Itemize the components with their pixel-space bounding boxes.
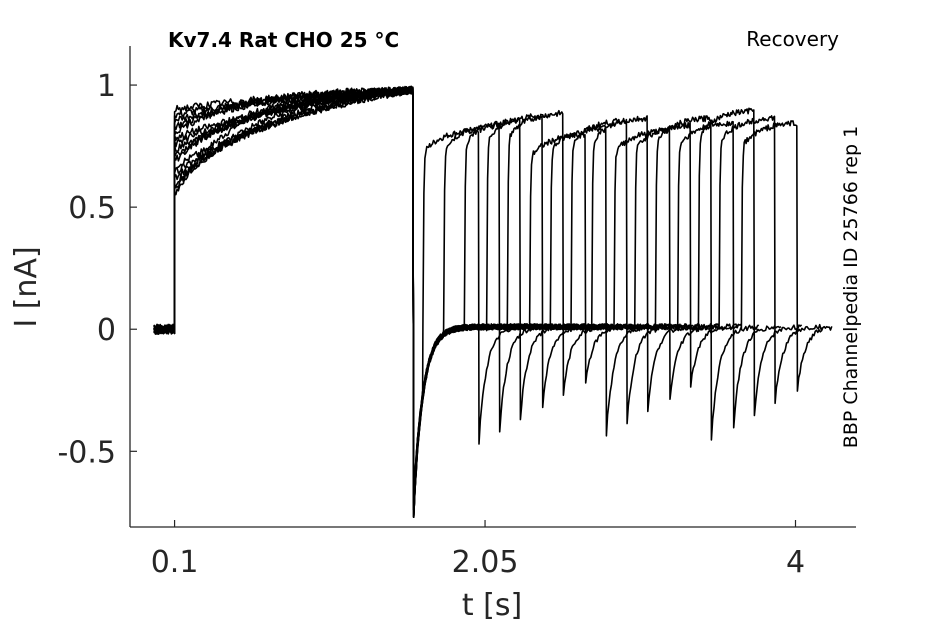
current-trace [153,86,833,519]
protocol-label: Recovery [746,27,839,51]
x-tick-label: 2.05 [452,545,519,580]
y-tick-label: -0.5 [57,435,116,470]
current-trace [153,85,568,504]
current-trace [153,87,782,519]
y-tick-label: 0.5 [68,191,116,226]
current-trace [153,86,591,519]
current-trace [153,86,655,519]
current-trace [153,86,634,504]
current-trace [153,85,760,504]
current-trace [153,86,611,511]
y-tick-label: 1 [97,69,116,104]
chart-title: Kv7.4 Rat CHO 25 °C [168,28,399,52]
source-label: BBP Channelpedia ID 25766 rep 1 [840,126,862,448]
current-traces [153,85,833,519]
x-axis-label: t [s] [462,588,522,623]
y-tick-label: 0 [97,313,116,348]
x-tick-label: 0.1 [151,545,199,580]
y-axis-ticks: -0.5 0 0.5 1 [57,69,137,470]
x-axis-ticks: 0.1 2.05 4 [151,520,805,580]
y-axis-label: I [nA] [9,246,44,327]
current-trace [153,87,823,504]
current-trace [153,85,718,519]
x-tick-label: 4 [786,545,805,580]
